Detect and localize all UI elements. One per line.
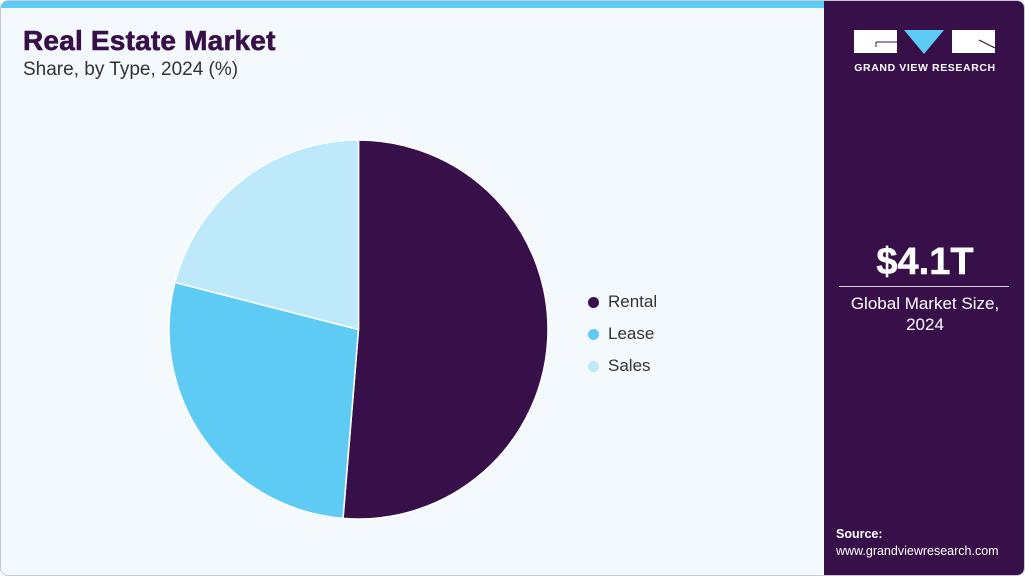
pie-slice-sales [174,139,360,331]
legend-label: Rental [608,292,658,311]
legend-dot-lease-icon [588,328,599,340]
gvr-logo-icon [854,30,996,54]
legend-dot-sales-icon [588,360,599,372]
pie-slice-lease [168,281,360,520]
market-label-line2: 2024 [906,315,944,334]
chart-legend: Rental Lease Sales [588,286,657,382]
market-size-value: $4.1T [876,241,974,284]
market-label-line1: Global Market Size, [850,294,1000,313]
divider [839,286,1009,287]
source-label: Source: [836,527,883,541]
legend-item-rental: Rental [588,286,657,318]
pie-slice-rental [342,139,549,520]
source-link[interactable]: www.grandviewresearch.com [836,544,999,558]
chart-subtitle: Share, by Type, 2024 (%) [23,59,239,80]
pie-svg [168,139,549,520]
chart-title: Real Estate Market [23,25,276,57]
side-panel: GRAND VIEW RESEARCH $4.1T Global Market … [824,1,1024,575]
legend-dot-rental-icon [588,296,599,308]
legend-label: Lease [608,324,655,343]
market-size-label: Global Market Size, 2024 [824,293,1024,335]
legend-item-lease: Lease [588,318,657,350]
legend-item-sales: Sales [588,350,657,382]
logo-text: GRAND VIEW RESEARCH [854,62,996,74]
top-accent-bar [1,1,824,8]
pie-chart [1,1,824,575]
legend-label: Sales [608,356,651,375]
